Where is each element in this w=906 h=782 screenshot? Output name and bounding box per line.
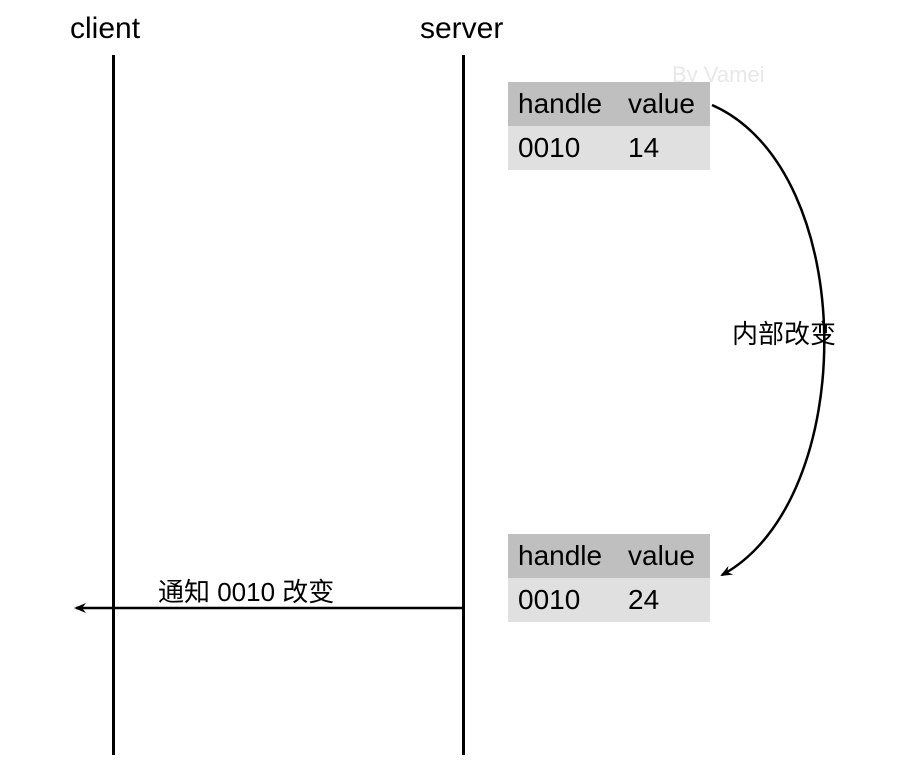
table-header: value [618, 534, 710, 578]
table-cell: 24 [618, 578, 710, 622]
client-lifeline [112, 55, 115, 755]
table-header: handle [508, 534, 618, 578]
table-header: handle [508, 82, 618, 126]
client-label: client [70, 12, 140, 46]
table-before: handle value 0010 14 [508, 82, 710, 170]
table-cell: 0010 [508, 126, 618, 170]
internal-change-label: 内部改变 [732, 314, 836, 351]
table-cell: 0010 [508, 578, 618, 622]
notify-label: 通知 0010 改变 [158, 572, 334, 609]
server-label: server [420, 12, 503, 46]
table-cell: 14 [618, 126, 710, 170]
server-lifeline [462, 55, 465, 755]
arrows-overlay [0, 0, 906, 782]
table-header: value [618, 82, 710, 126]
table-after: handle value 0010 24 [508, 534, 710, 622]
